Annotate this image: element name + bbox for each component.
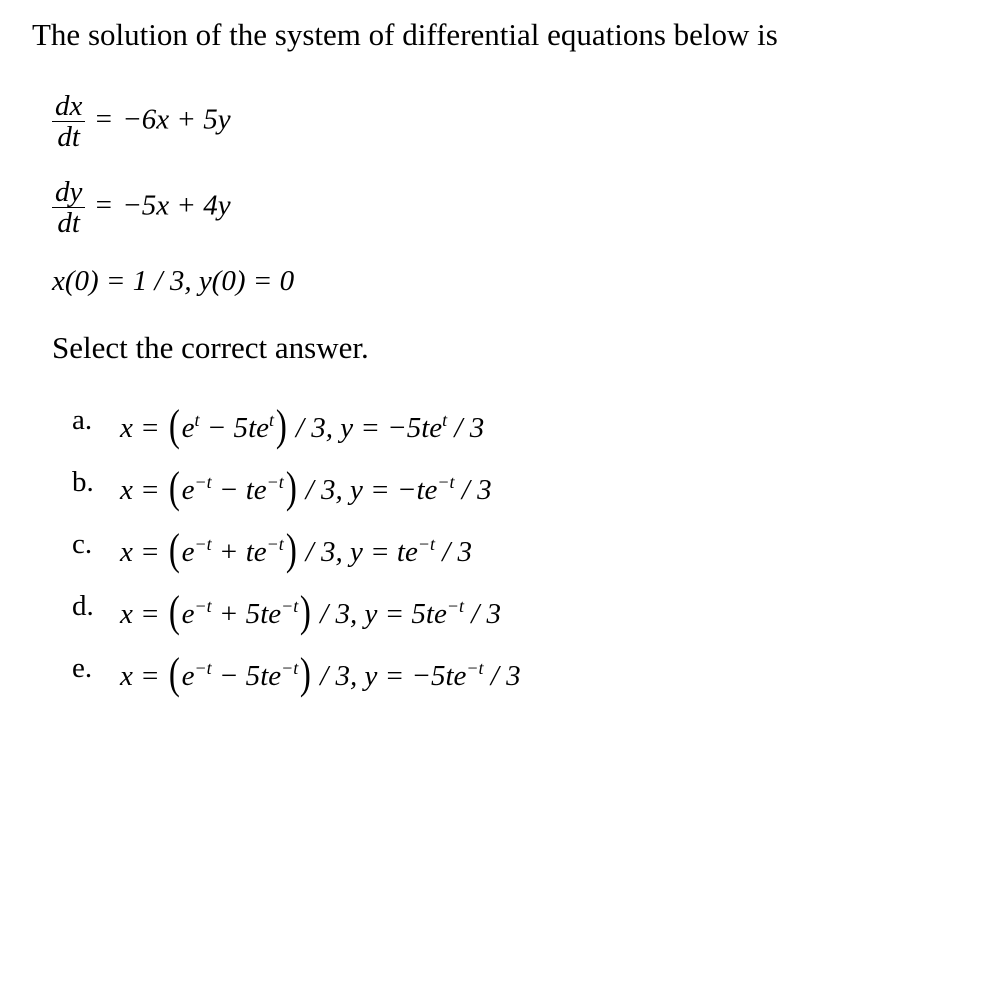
post-y: / 3 [435,536,472,568]
y-base: te [445,660,466,692]
middle-op: − [212,474,246,506]
answer-list: a. x = (et − 5tet) / 3, y = −5tet / 3 b.… [72,398,976,708]
option-math: x = (e−t − 5te−t) / 3, y = −5te−t / 3 [120,658,521,694]
middle-op: + [212,536,246,568]
term2-exp: −t [267,472,284,492]
y-exp: −t [447,596,464,616]
term1-base: e [182,660,195,692]
fraction-dydt: dy dt [52,177,85,239]
numerator: dx [52,91,85,122]
term1-base: e [182,412,195,444]
middle-op: + 5 [212,598,261,630]
initial-conditions: x(0) = 1 / 3, y(0) = 0 [52,263,976,299]
fraction-dxdt: dx dt [52,91,85,153]
term2-base: te [246,536,267,568]
answer-option[interactable]: d. x = (e−t + 5te−t) / 3, y = 5te−t / 3 [72,584,976,646]
y-equals: y = −5 [340,412,421,444]
question-page: The solution of the system of differenti… [0,0,984,1006]
middle-op: − 5 [212,660,261,692]
post-x: / 3, [298,536,350,568]
post-x: / 3, [313,660,365,692]
y-exp: −t [418,534,435,554]
question-stem: The solution of the system of differenti… [32,16,976,55]
y-base: te [421,412,442,444]
y-equals: y = −5 [364,660,445,692]
term2-base: te [260,660,281,692]
term1-exp: −t [194,534,211,554]
option-label: a. [72,398,120,438]
post-y: / 3 [455,474,492,506]
y-base: te [397,536,418,568]
option-label: c. [72,522,120,562]
denominator: dt [52,208,85,238]
post-y: / 3 [484,660,521,692]
post-x: / 3, [289,412,341,444]
option-math: x = (e−t + te−t) / 3, y = te−t / 3 [120,534,472,570]
x-equals: x = [120,598,167,630]
option-label: b. [72,460,120,500]
term1-base: e [182,598,195,630]
post-x: / 3, [298,474,350,506]
term2-exp: t [269,410,274,430]
y-exp: −t [437,472,454,492]
denominator: dt [52,122,85,152]
answer-option[interactable]: a. x = (et − 5tet) / 3, y = −5tet / 3 [72,398,976,460]
instruction-text: Select the correct answer. [52,329,976,368]
option-math: x = (e−t + 5te−t) / 3, y = 5te−t / 3 [120,596,501,632]
equals: = [93,189,123,221]
term1-base: e [182,536,195,568]
y-exp: −t [466,658,483,678]
post-y: / 3 [447,412,484,444]
option-label: d. [72,584,120,624]
y-equals: y = − [350,474,417,506]
rhs: −6x + 5y [122,103,230,135]
option-label: e. [72,646,120,686]
term1-exp: −t [194,596,211,616]
y-base: te [426,598,447,630]
rhs: −5x + 4y [122,189,230,221]
equation-2: dy dt = −5x + 4y [52,177,976,239]
equation-system: dx dt = −6x + 5y dy dt = −5x + 4y x(0) =… [52,91,976,299]
term2-exp: −t [267,534,284,554]
equation-1: dx dt = −6x + 5y [52,91,976,153]
y-exp: t [442,410,447,430]
y-base: te [416,474,437,506]
x-equals: x = [120,536,167,568]
answer-option[interactable]: b. x = (e−t − te−t) / 3, y = −te−t / 3 [72,460,976,522]
term1-base: e [182,474,195,506]
option-math: x = (et − 5tet) / 3, y = −5tet / 3 [120,410,484,446]
term1-exp: t [194,410,199,430]
x-equals: x = [120,412,167,444]
term1-exp: −t [194,472,211,492]
y-equals: y = 5 [364,598,425,630]
term2-base: te [260,598,281,630]
term1-exp: −t [194,658,211,678]
post-x: / 3, [313,598,365,630]
middle-op: − 5 [199,412,248,444]
answer-option[interactable]: e. x = (e−t − 5te−t) / 3, y = −5te−t / 3 [72,646,976,708]
post-y: / 3 [464,598,501,630]
term2-base: te [248,412,269,444]
x-equals: x = [120,474,167,506]
answer-option[interactable]: c. x = (e−t + te−t) / 3, y = te−t / 3 [72,522,976,584]
equals: = [93,103,123,135]
x-equals: x = [120,660,167,692]
term2-exp: −t [281,596,298,616]
term2-exp: −t [281,658,298,678]
y-equals: y = [350,536,397,568]
option-math: x = (e−t − te−t) / 3, y = −te−t / 3 [120,472,492,508]
numerator: dy [52,177,85,208]
term2-base: te [246,474,267,506]
